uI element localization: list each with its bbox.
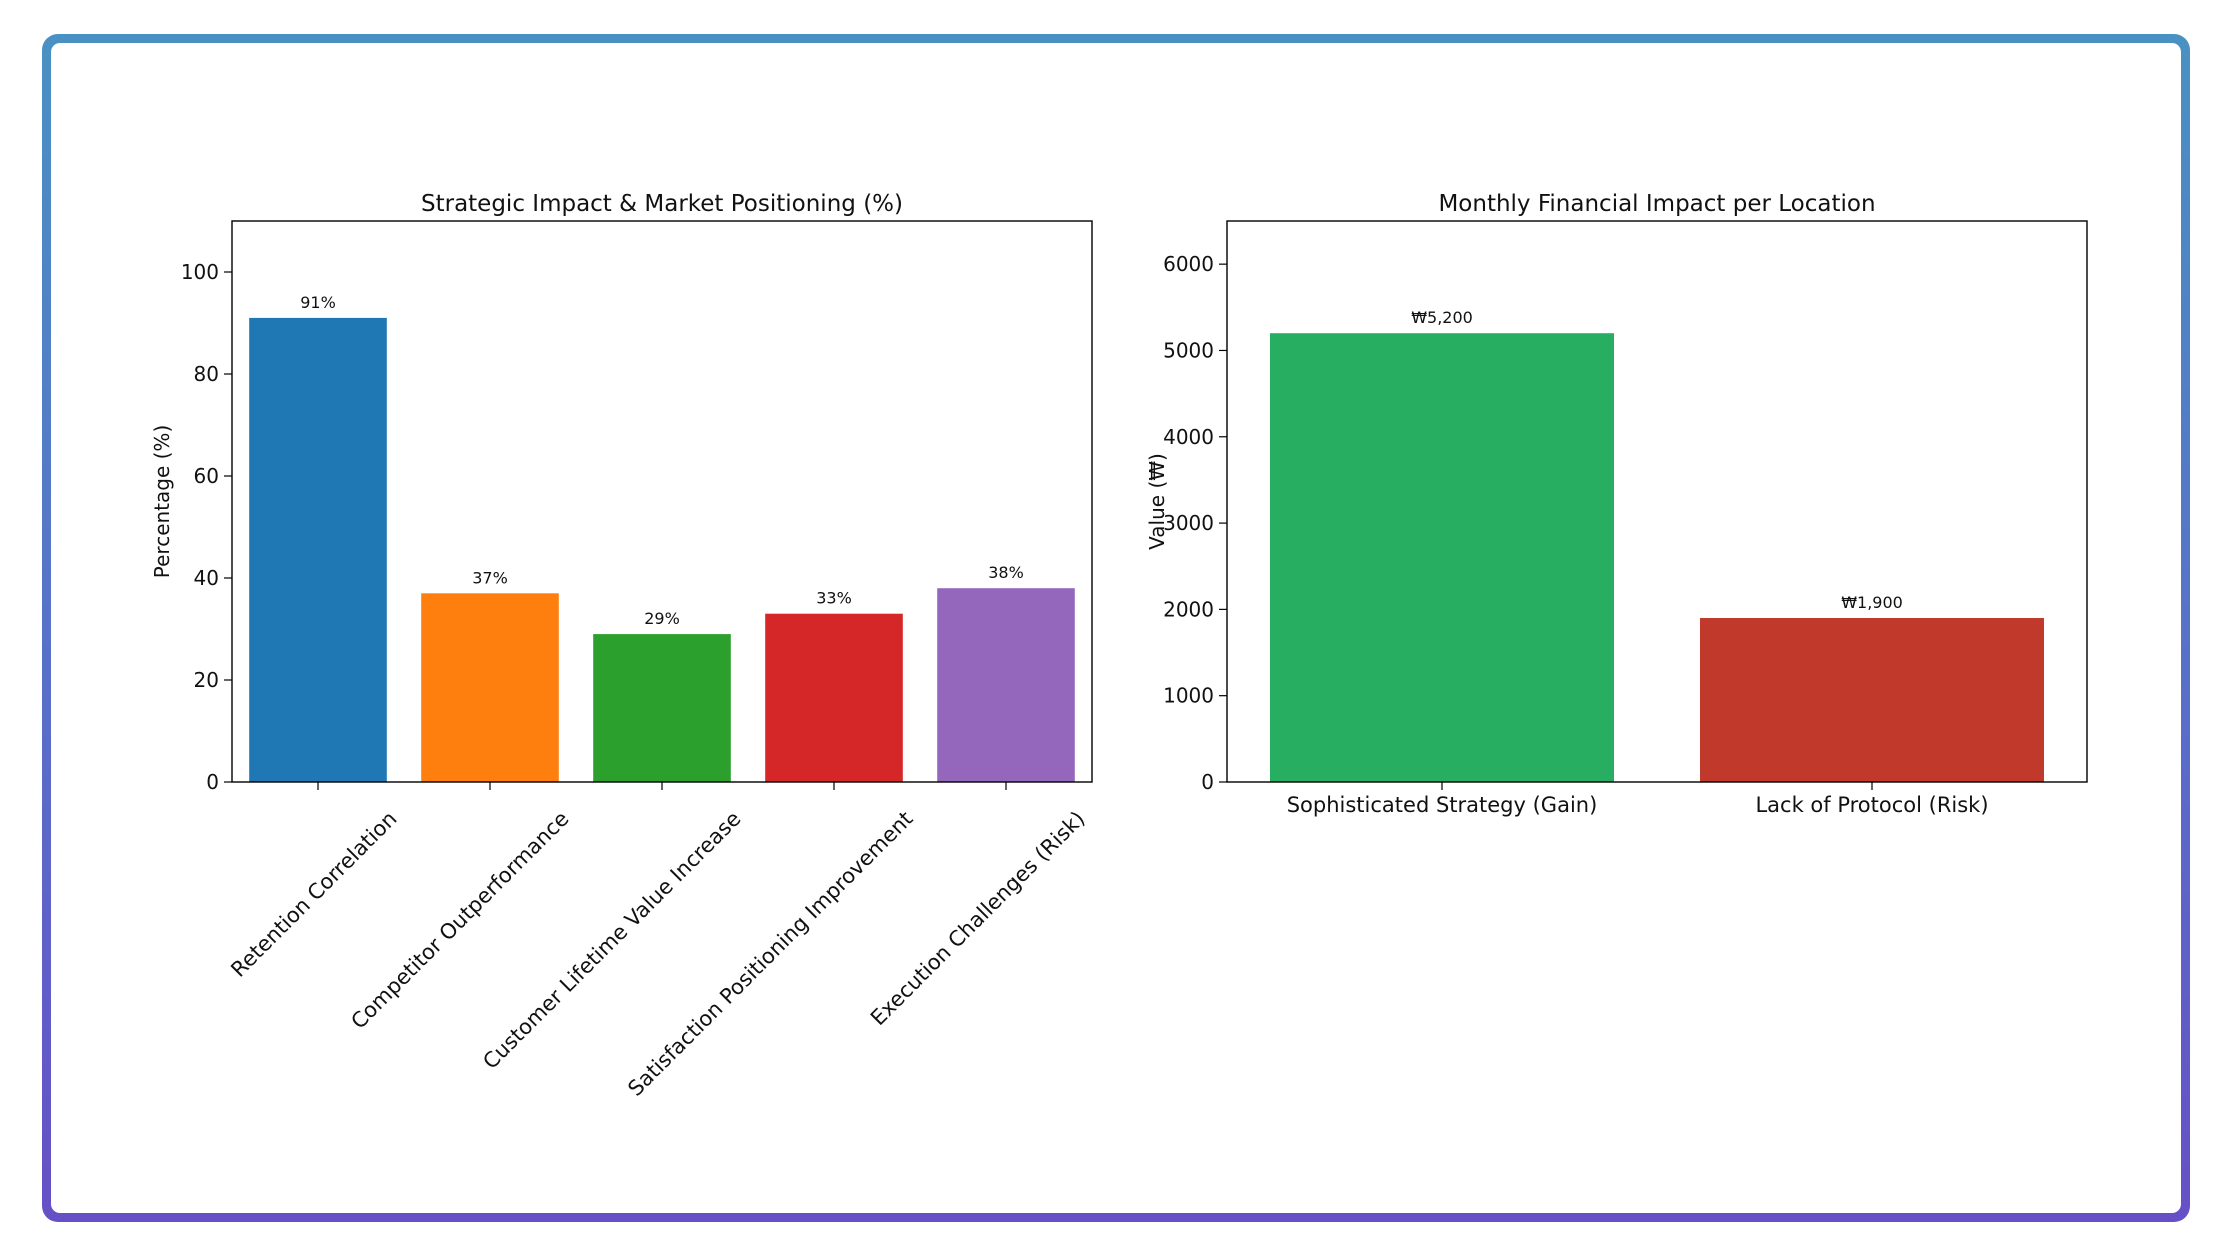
plot-frame: [231, 220, 1093, 783]
bar-data-label: ₩1,900: [1841, 593, 1903, 612]
y-tick-label: 2000: [1163, 597, 1214, 621]
y-tick-label: 80: [194, 362, 219, 386]
y-tick-label: 100: [181, 260, 219, 284]
y-tick-label: 4000: [1163, 425, 1214, 449]
y-tick-label: 60: [194, 464, 219, 488]
bar-data-label: 38%: [988, 563, 1024, 582]
bar-data-label: 37%: [472, 568, 508, 587]
y-tick-label: 40: [194, 566, 219, 590]
bar-2: [421, 593, 559, 782]
bar-3: [593, 634, 731, 782]
y-tick-label: 1000: [1163, 684, 1214, 708]
chart-title: Monthly Financial Impact per Location: [1438, 191, 1875, 217]
x-tick-label: Retention Correlation: [226, 807, 401, 982]
financial-impact-chart: Monthly Financial Impact per Location Val…: [1145, 191, 2088, 817]
y-tick-label: 6000: [1163, 252, 1214, 276]
bar-1: [249, 317, 387, 782]
y-tick-label: 0: [206, 770, 219, 794]
bar-5: [937, 588, 1075, 782]
y-tick-label: 20: [194, 668, 219, 692]
y-tick-label: 3000: [1163, 511, 1214, 535]
bar-data-label: 33%: [816, 589, 852, 608]
bar-2: [1700, 618, 2044, 782]
y-axis-label: Percentage (%): [150, 425, 174, 578]
plot-frame: [1226, 220, 2088, 783]
x-tick-label: Lack of Protocol (Risk): [1755, 793, 1988, 817]
strategic-impact-chart: Strategic Impact & Market Positioning (%…: [150, 191, 1093, 1101]
bar-data-label: 91%: [300, 293, 336, 312]
x-tick-label: Satisfaction Positioning Improvement: [623, 807, 917, 1101]
bar-data-label: 29%: [644, 609, 680, 628]
chart-title: Strategic Impact & Market Positioning (%…: [421, 191, 903, 217]
y-axis-label: Value (₩): [1145, 453, 1169, 550]
y-tick-label: 0: [1201, 770, 1214, 794]
bar-4: [765, 613, 903, 782]
bar-data-label: ₩5,200: [1411, 308, 1473, 327]
y-tick-label: 5000: [1163, 338, 1214, 362]
bar-1: [1270, 333, 1614, 782]
x-tick-label: Sophisticated Strategy (Gain): [1287, 793, 1598, 817]
